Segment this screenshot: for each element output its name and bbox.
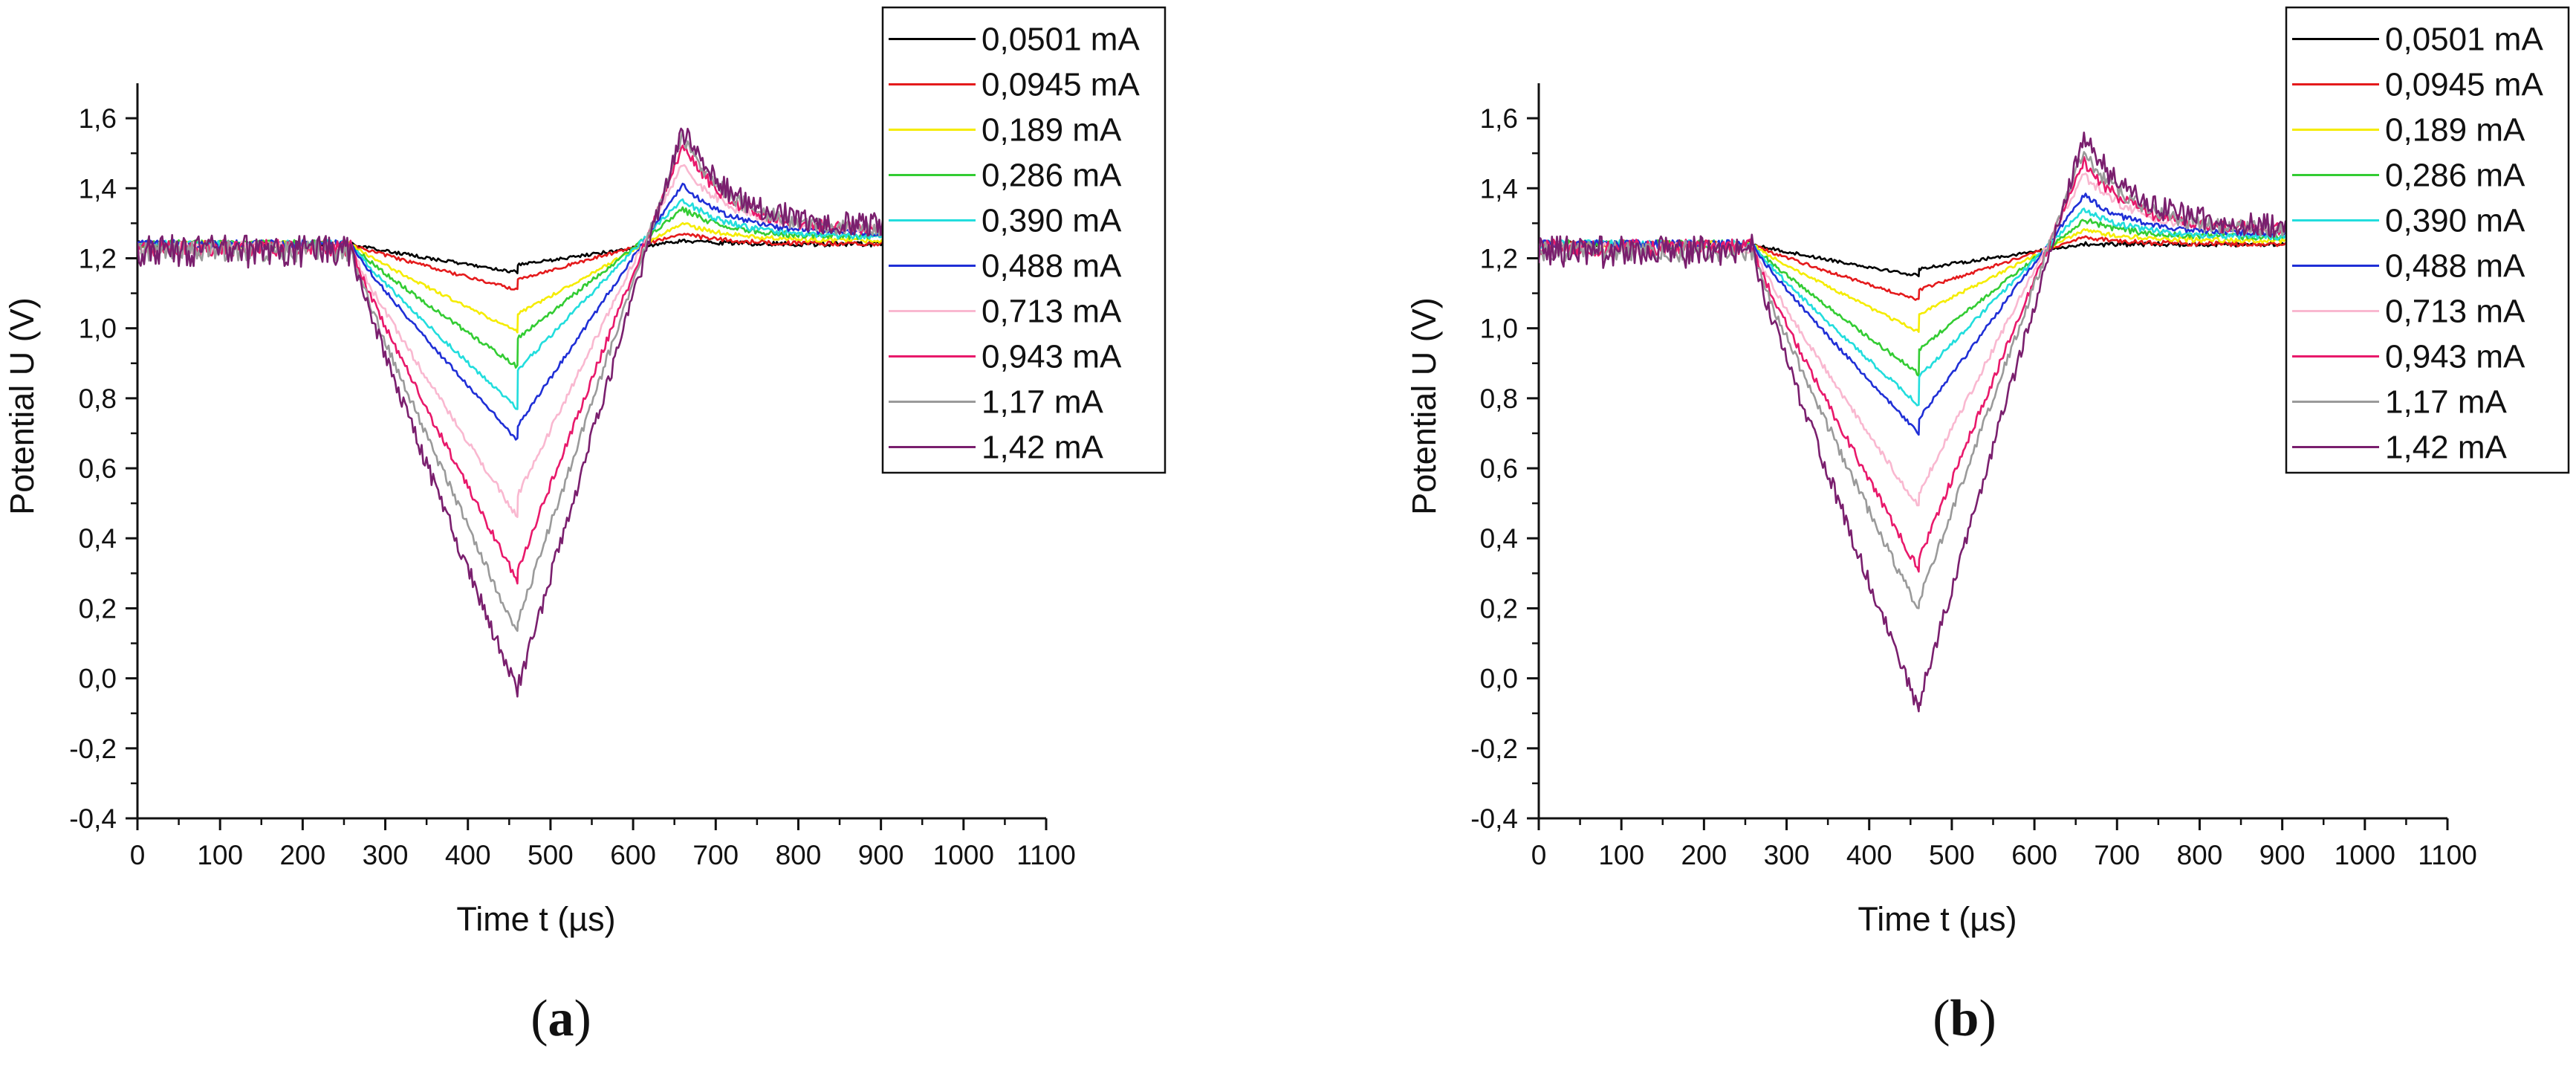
x-tick-label: 300: [363, 840, 409, 870]
legend-entry-label: 0,189 mA: [2385, 112, 2525, 149]
x-tick-label: 0: [130, 840, 146, 870]
y-tick-label: -0,4: [69, 803, 117, 834]
y-tick-label: 0,2: [79, 593, 117, 624]
y-tick-label: 0,8: [79, 384, 117, 414]
x-tick-label: 500: [1929, 840, 1975, 870]
y-tick-label: 1,4: [1480, 173, 1518, 204]
panel-label: (a): [531, 990, 591, 1047]
legend-entry-label: 0,488 mA: [982, 248, 1122, 285]
series-line: [137, 221, 898, 334]
legend-entry-label: 0,390 mA: [982, 203, 1122, 239]
y-tick-label: 0,0: [1480, 664, 1518, 694]
legend: 0,0501 mA 0,0945 mA 0,189 mA 0,286 mA 0,390 …: [881, 6, 1167, 474]
legend-entry-label: 0,943 mA: [2385, 339, 2525, 375]
series-line: [137, 129, 899, 633]
x-axis-label: Time t (µs): [456, 900, 615, 938]
y-tick-label: 1,0: [79, 314, 117, 344]
panel-label: (b): [1933, 990, 1996, 1047]
legend-entry-label: 0,0945 mA: [982, 67, 1140, 103]
x-tick-label: 700: [692, 840, 739, 870]
series-group: [1539, 132, 2300, 713]
y-tick-label: 0,4: [1480, 523, 1518, 554]
y-tick-label: 0,0: [79, 664, 117, 694]
chart-panel-a: 0 100 200 300 400 500 600 700 800 900 1000 1100 -0,4…: [3, 6, 1167, 1047]
series-line: [1539, 151, 2300, 609]
y-tick-label: 0,6: [1480, 453, 1518, 484]
legend-entry-label: 0,286 mA: [2385, 158, 2525, 194]
x-tick-label: 200: [1681, 840, 1727, 870]
y-axis-label: Potential U (V): [3, 297, 41, 515]
legend-entry-label: 0,943 mA: [982, 339, 1122, 375]
chart-panel-b: 0 100 200 300 400 500 600 700 800 900 1000 1100 -0,4…: [1405, 6, 2570, 1047]
y-tick-label: -0,4: [1470, 803, 1518, 834]
y-tick-label: 1,0: [1480, 314, 1518, 344]
x-tick-label: 800: [776, 840, 822, 870]
panel-letter: b: [1950, 990, 1979, 1047]
legend-entry-label: 0,488 mA: [2385, 248, 2525, 285]
x-tick-label: 200: [279, 840, 325, 870]
legend-entry-label: 0,0501 mA: [2385, 22, 2543, 58]
y-tick-label: 1,6: [1480, 103, 1518, 134]
x-tick-label: 600: [2011, 840, 2057, 870]
x-tick-label: 1100: [1016, 840, 1076, 870]
legend-entry-label: 0,0501 mA: [982, 22, 1140, 58]
x-tick-label: 900: [858, 840, 904, 870]
y-tick-label: 1,2: [1480, 243, 1518, 274]
legend-entry-label: 0,713 mA: [2385, 294, 2525, 330]
series-line: [137, 198, 898, 410]
series-line: [137, 206, 898, 369]
x-tick-label: 1000: [2335, 840, 2395, 870]
y-tick-label: -0,2: [1470, 734, 1518, 764]
legend-entry-label: 1,17 mA: [982, 384, 1104, 421]
legend: 0,0501 mA 0,0945 mA 0,189 mA 0,286 mA 0,390 …: [2285, 6, 2570, 474]
legend-entry-label: 0,713 mA: [982, 294, 1122, 330]
y-tick-label: 0,8: [1480, 384, 1518, 414]
y-tick-label: 0,6: [79, 453, 117, 484]
y-tick-label: 1,2: [79, 243, 117, 274]
x-tick-label: 100: [197, 840, 243, 870]
y-axis-label: Potential U (V): [1405, 297, 1443, 515]
x-tick-label: 600: [610, 840, 656, 870]
series-group: [137, 127, 899, 698]
x-tick-label: 500: [528, 840, 574, 870]
x-tick-label: 400: [445, 840, 491, 870]
series-line: [137, 127, 899, 698]
x-axis-label: Time t (µs): [1858, 900, 2017, 938]
x-tick-label: 700: [2094, 840, 2140, 870]
legend-entry-label: 1,17 mA: [2385, 384, 2508, 421]
x-tick-label: 1000: [933, 840, 994, 870]
y-tick-label: 0,4: [79, 523, 117, 554]
x-tick-label: 900: [2259, 840, 2306, 870]
legend-entry-label: 0,189 mA: [982, 112, 1122, 149]
x-tick-label: 100: [1598, 840, 1644, 870]
x-tick-label: 0: [1531, 840, 1547, 870]
legend-entry-label: 1,42 mA: [2385, 430, 2508, 466]
x-tick-label: 1100: [2418, 840, 2477, 870]
series-line: [1539, 132, 2300, 713]
legend-entry-label: 0,286 mA: [982, 158, 1122, 194]
x-tick-label: 800: [2177, 840, 2223, 870]
y-tick-label: 1,4: [79, 173, 117, 204]
x-tick-label: 300: [1764, 840, 1810, 870]
legend-entry-label: 1,42 mA: [982, 430, 1104, 466]
x-tick-label: 400: [1846, 840, 1892, 870]
legend-entry-label: 0,0945 mA: [2385, 67, 2543, 103]
legend-entry-label: 0,390 mA: [2385, 203, 2525, 239]
y-tick-label: -0,2: [69, 734, 117, 764]
y-tick-label: 1,6: [79, 103, 117, 134]
y-tick-label: 0,2: [1480, 593, 1518, 624]
panel-letter: a: [548, 990, 574, 1047]
